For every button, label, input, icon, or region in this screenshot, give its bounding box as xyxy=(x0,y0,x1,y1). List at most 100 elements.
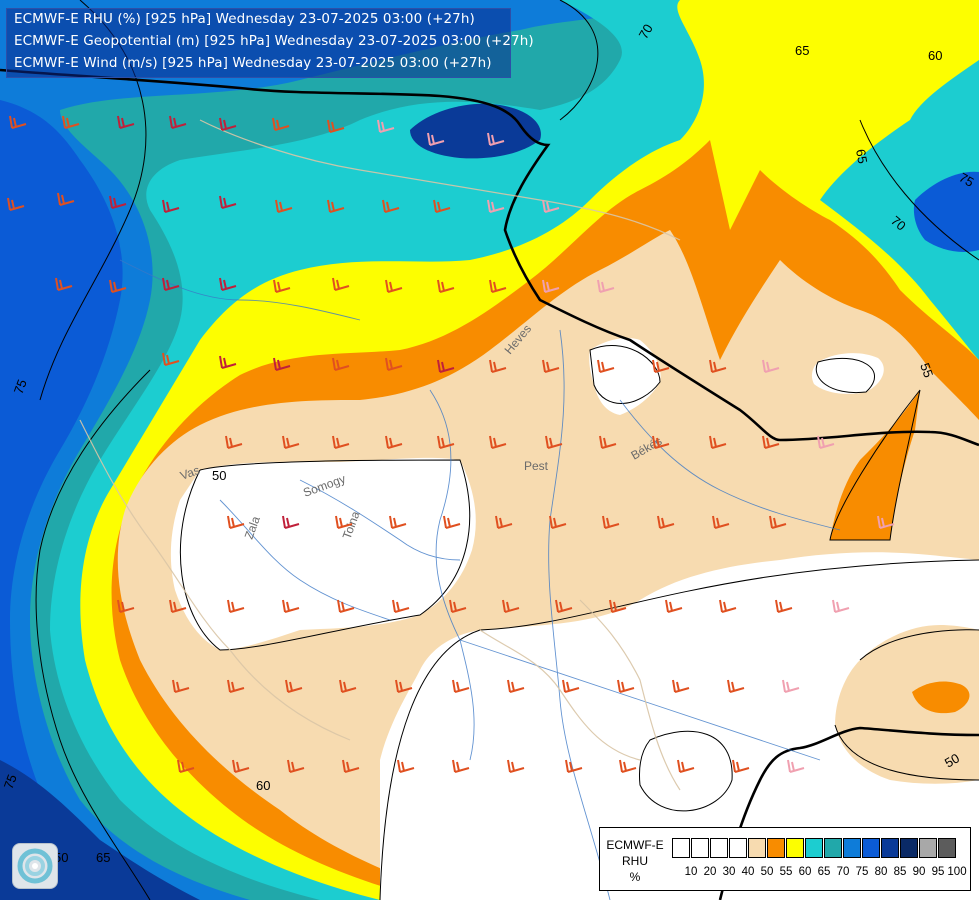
wind-barb xyxy=(487,199,505,213)
contour-label: 65 xyxy=(96,850,110,865)
wind-barb xyxy=(709,435,727,449)
contour-label: 75 xyxy=(11,377,30,396)
wind-barb xyxy=(272,117,290,131)
legend-swatch xyxy=(729,838,747,858)
wind-barb xyxy=(327,119,345,133)
wind-barb xyxy=(7,197,25,211)
wind-barbs xyxy=(7,115,895,773)
legend-tick-label: 100 xyxy=(947,866,967,878)
wind-barb xyxy=(762,359,780,373)
wind-barb xyxy=(227,515,245,529)
legend-tick-label: 30 xyxy=(722,866,736,878)
legend-tick-label: 10 xyxy=(684,866,698,878)
borders xyxy=(79,119,681,791)
wind-barb xyxy=(332,435,350,449)
legend-swatch xyxy=(786,838,804,858)
ecmwf-swirl-icon xyxy=(17,848,53,884)
legend-swatch xyxy=(919,838,937,858)
legend-tick-label: 90 xyxy=(912,866,926,878)
wind-barb xyxy=(342,759,360,773)
contour-label: 75 xyxy=(957,170,977,190)
wind-barb xyxy=(219,277,237,291)
legend-tick-label: 70 xyxy=(836,866,850,878)
wind-barb xyxy=(489,435,507,449)
wind-barb xyxy=(232,759,250,773)
wind-barb xyxy=(377,119,395,133)
rhu-orange-spot xyxy=(912,681,970,714)
rhu-low-south-patch xyxy=(639,723,736,822)
wind-barb xyxy=(437,435,455,449)
wind-barb xyxy=(162,352,180,366)
wind-barb xyxy=(397,759,415,773)
wind-barb xyxy=(452,679,470,693)
rhu-legend: ECMWF-E RHU % 10 20 30 40 50 55 60 65 70 75 80 85 90… xyxy=(599,827,971,891)
legend-tick-label: 50 xyxy=(760,866,774,878)
rhu-low-west xyxy=(170,457,476,650)
wind-barb xyxy=(495,515,513,529)
wind-barb xyxy=(287,759,305,773)
wind-barb xyxy=(542,199,560,213)
wind-barb xyxy=(565,759,583,773)
wind-barb xyxy=(832,599,850,613)
wind-barb xyxy=(437,359,455,373)
wind-barb xyxy=(719,599,737,613)
wind-barb xyxy=(327,199,345,213)
wind-barb xyxy=(219,117,237,131)
wind-barb xyxy=(169,599,187,613)
place-label: Pest xyxy=(524,459,549,473)
wind-barb xyxy=(555,599,573,613)
contour-label: 50 xyxy=(942,750,962,770)
wind-barb xyxy=(62,115,80,129)
legend-swatch xyxy=(824,838,842,858)
wind-barb xyxy=(443,515,461,529)
wind-barb xyxy=(597,359,615,373)
contour-label: 65 xyxy=(853,148,870,165)
wind-barb xyxy=(877,515,895,529)
legend-swatch xyxy=(691,838,709,858)
wind-barb xyxy=(727,679,745,693)
wind-barb xyxy=(542,279,560,293)
legend-swatch xyxy=(862,838,880,858)
legend-swatch xyxy=(767,838,785,858)
wind-barb xyxy=(449,599,467,613)
wind-barb xyxy=(712,515,730,529)
wind-barb xyxy=(337,599,355,613)
wind-barb xyxy=(652,359,670,373)
wind-barb xyxy=(732,759,750,773)
wind-barb xyxy=(545,435,563,449)
wind-barb xyxy=(109,195,127,209)
wind-barb xyxy=(285,679,303,693)
legend-tick-label: 85 xyxy=(893,866,907,878)
wind-barb xyxy=(542,359,560,373)
wind-barb xyxy=(335,515,353,529)
wind-barb xyxy=(502,599,520,613)
legend-swatch xyxy=(938,838,956,858)
rhu-band-85-east xyxy=(913,171,979,252)
wind-barb xyxy=(619,759,637,773)
wind-barb xyxy=(507,679,525,693)
legend-title-line: ECMWF-E xyxy=(606,838,664,852)
wind-barb xyxy=(117,599,135,613)
legend-title-line: RHU xyxy=(622,854,648,868)
wind-barb xyxy=(385,279,403,293)
legend-swatch xyxy=(881,838,899,858)
legend-tick-label: 75 xyxy=(855,866,869,878)
legend-unit: % xyxy=(629,870,641,884)
wind-barb xyxy=(9,115,27,129)
legend-swatch xyxy=(805,838,823,858)
wind-barb xyxy=(507,759,525,773)
wind-barb xyxy=(657,515,675,529)
wind-barb xyxy=(775,599,793,613)
wind-barb xyxy=(602,515,620,529)
wind-barb xyxy=(332,277,350,291)
wind-barb xyxy=(652,435,670,449)
wind-barb xyxy=(169,115,187,129)
wind-barb xyxy=(609,599,627,613)
title-line-geopotential: ECMWF-E Geopotential (m) [925 hPa] Wedne… xyxy=(14,33,534,49)
border-line xyxy=(0,68,979,447)
title-line-rhu: ECMWF-E RHU (%) [925 hPa] Wednesday 23-0… xyxy=(14,11,475,27)
legend-swatch xyxy=(843,838,861,858)
rhu-low-southeast xyxy=(380,552,979,900)
wind-barb xyxy=(219,195,237,209)
